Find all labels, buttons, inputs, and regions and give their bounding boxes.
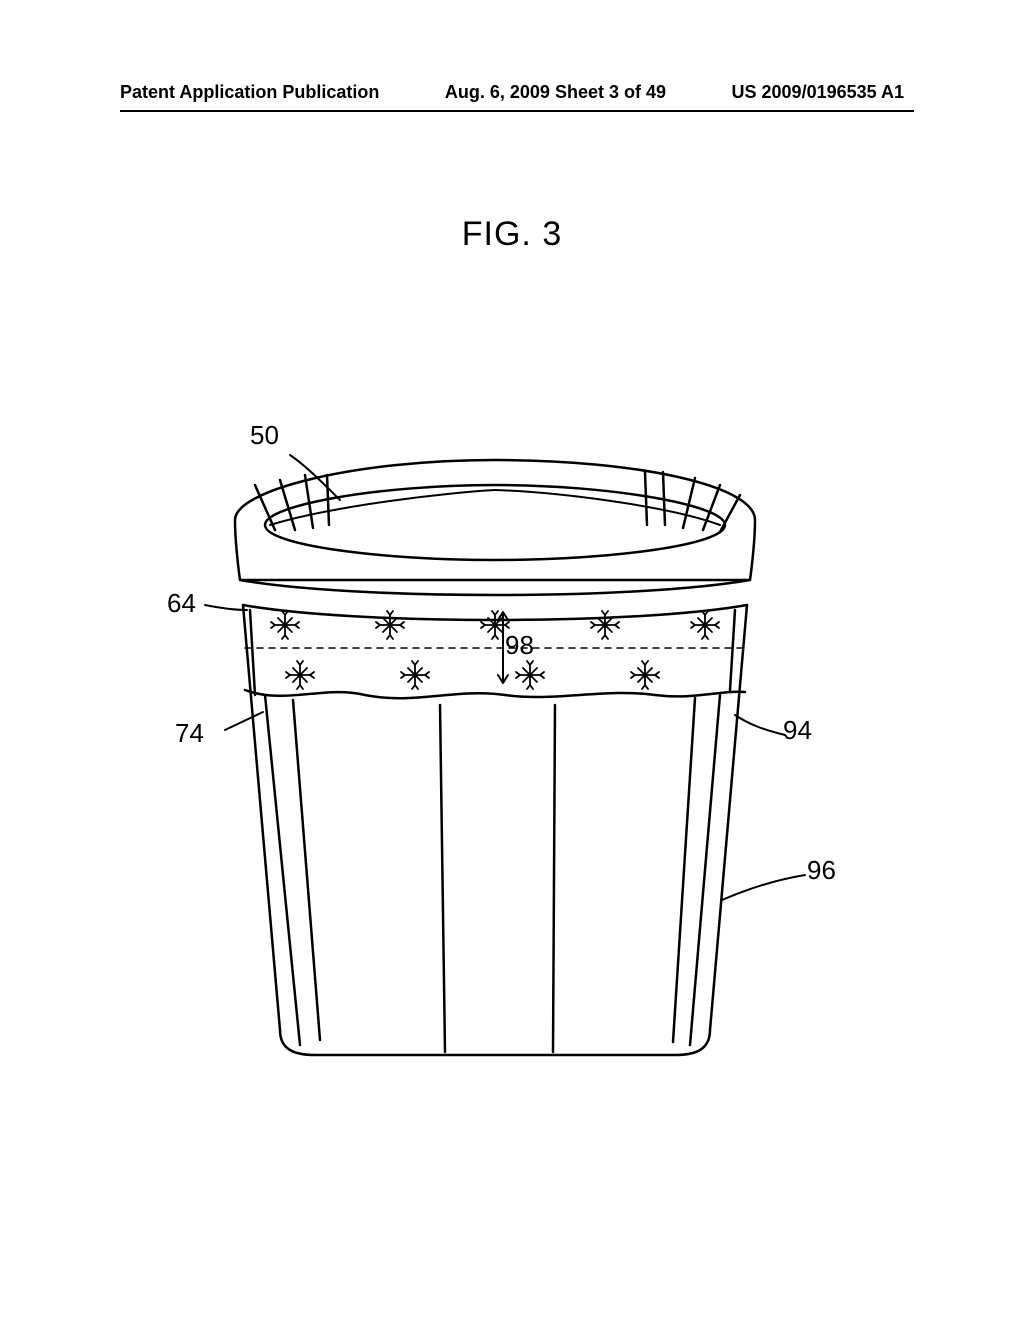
ref-96: 96	[807, 855, 836, 886]
figure-title: FIG. 3	[0, 215, 1024, 254]
header-center: Aug. 6, 2009 Sheet 3 of 49	[445, 82, 666, 103]
figure-drawing: 50 64 74 98 94 96	[155, 430, 835, 1070]
ref-64: 64	[167, 588, 196, 619]
ref-94: 94	[783, 715, 812, 746]
header-left: Patent Application Publication	[120, 82, 379, 103]
bag-illustration	[155, 430, 835, 1070]
ref-50: 50	[250, 420, 279, 451]
header-right: US 2009/0196535 A1	[732, 82, 904, 103]
page-header: Patent Application Publication Aug. 6, 2…	[0, 82, 1024, 103]
header-rule	[120, 110, 914, 112]
ref-74: 74	[175, 718, 204, 749]
ref-98: 98	[505, 630, 534, 661]
